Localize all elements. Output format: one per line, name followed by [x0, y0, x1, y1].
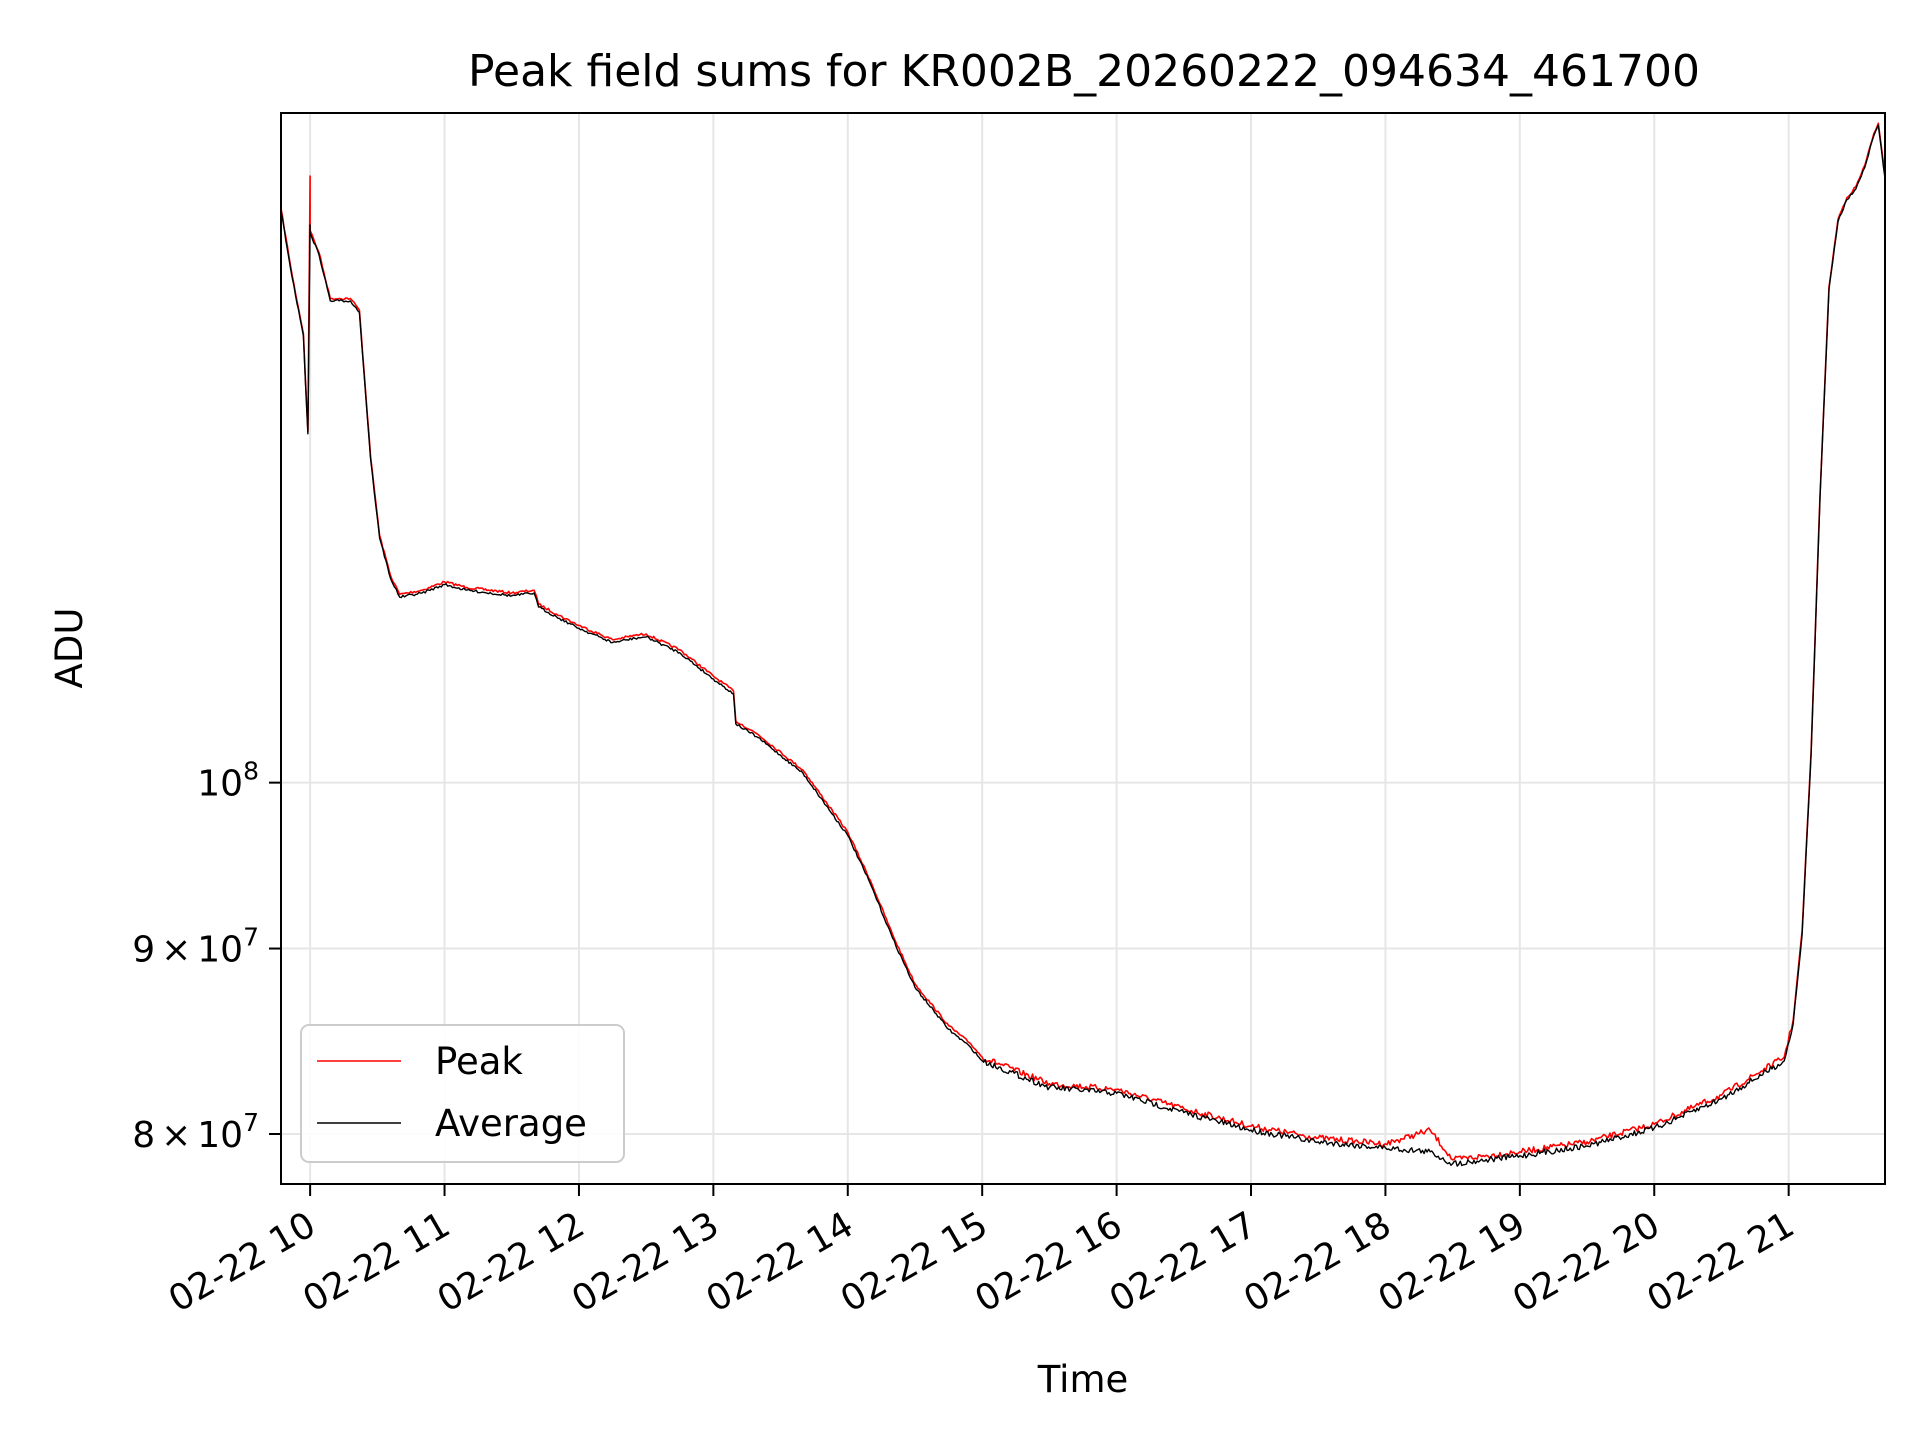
series-layer: [281, 122, 1885, 1167]
series-line-average: [281, 124, 1885, 1167]
series-line-peak: [281, 122, 1885, 1161]
plot-frame: [280, 112, 1886, 1185]
y-tick-label: 8 × 107: [132, 1108, 259, 1156]
y-tick-label: 9 × 107: [132, 923, 259, 971]
chart-title: Peak field sums for KR002B_20260222_0946…: [468, 46, 1700, 97]
x-axis-label: Time: [1037, 1358, 1129, 1401]
plot-area: [281, 122, 1885, 1167]
legend-label-average: Average: [435, 1102, 587, 1145]
legend-box: [300, 1024, 625, 1163]
y-axis-label: ADU: [48, 608, 91, 689]
legend: Peak Average: [300, 1024, 625, 1163]
grid: [281, 113, 1885, 1184]
y-tick-label: 108: [197, 757, 259, 805]
legend-label-peak: Peak: [435, 1040, 523, 1083]
y-axis: 8 × 107 9 × 107 108: [132, 757, 281, 1156]
